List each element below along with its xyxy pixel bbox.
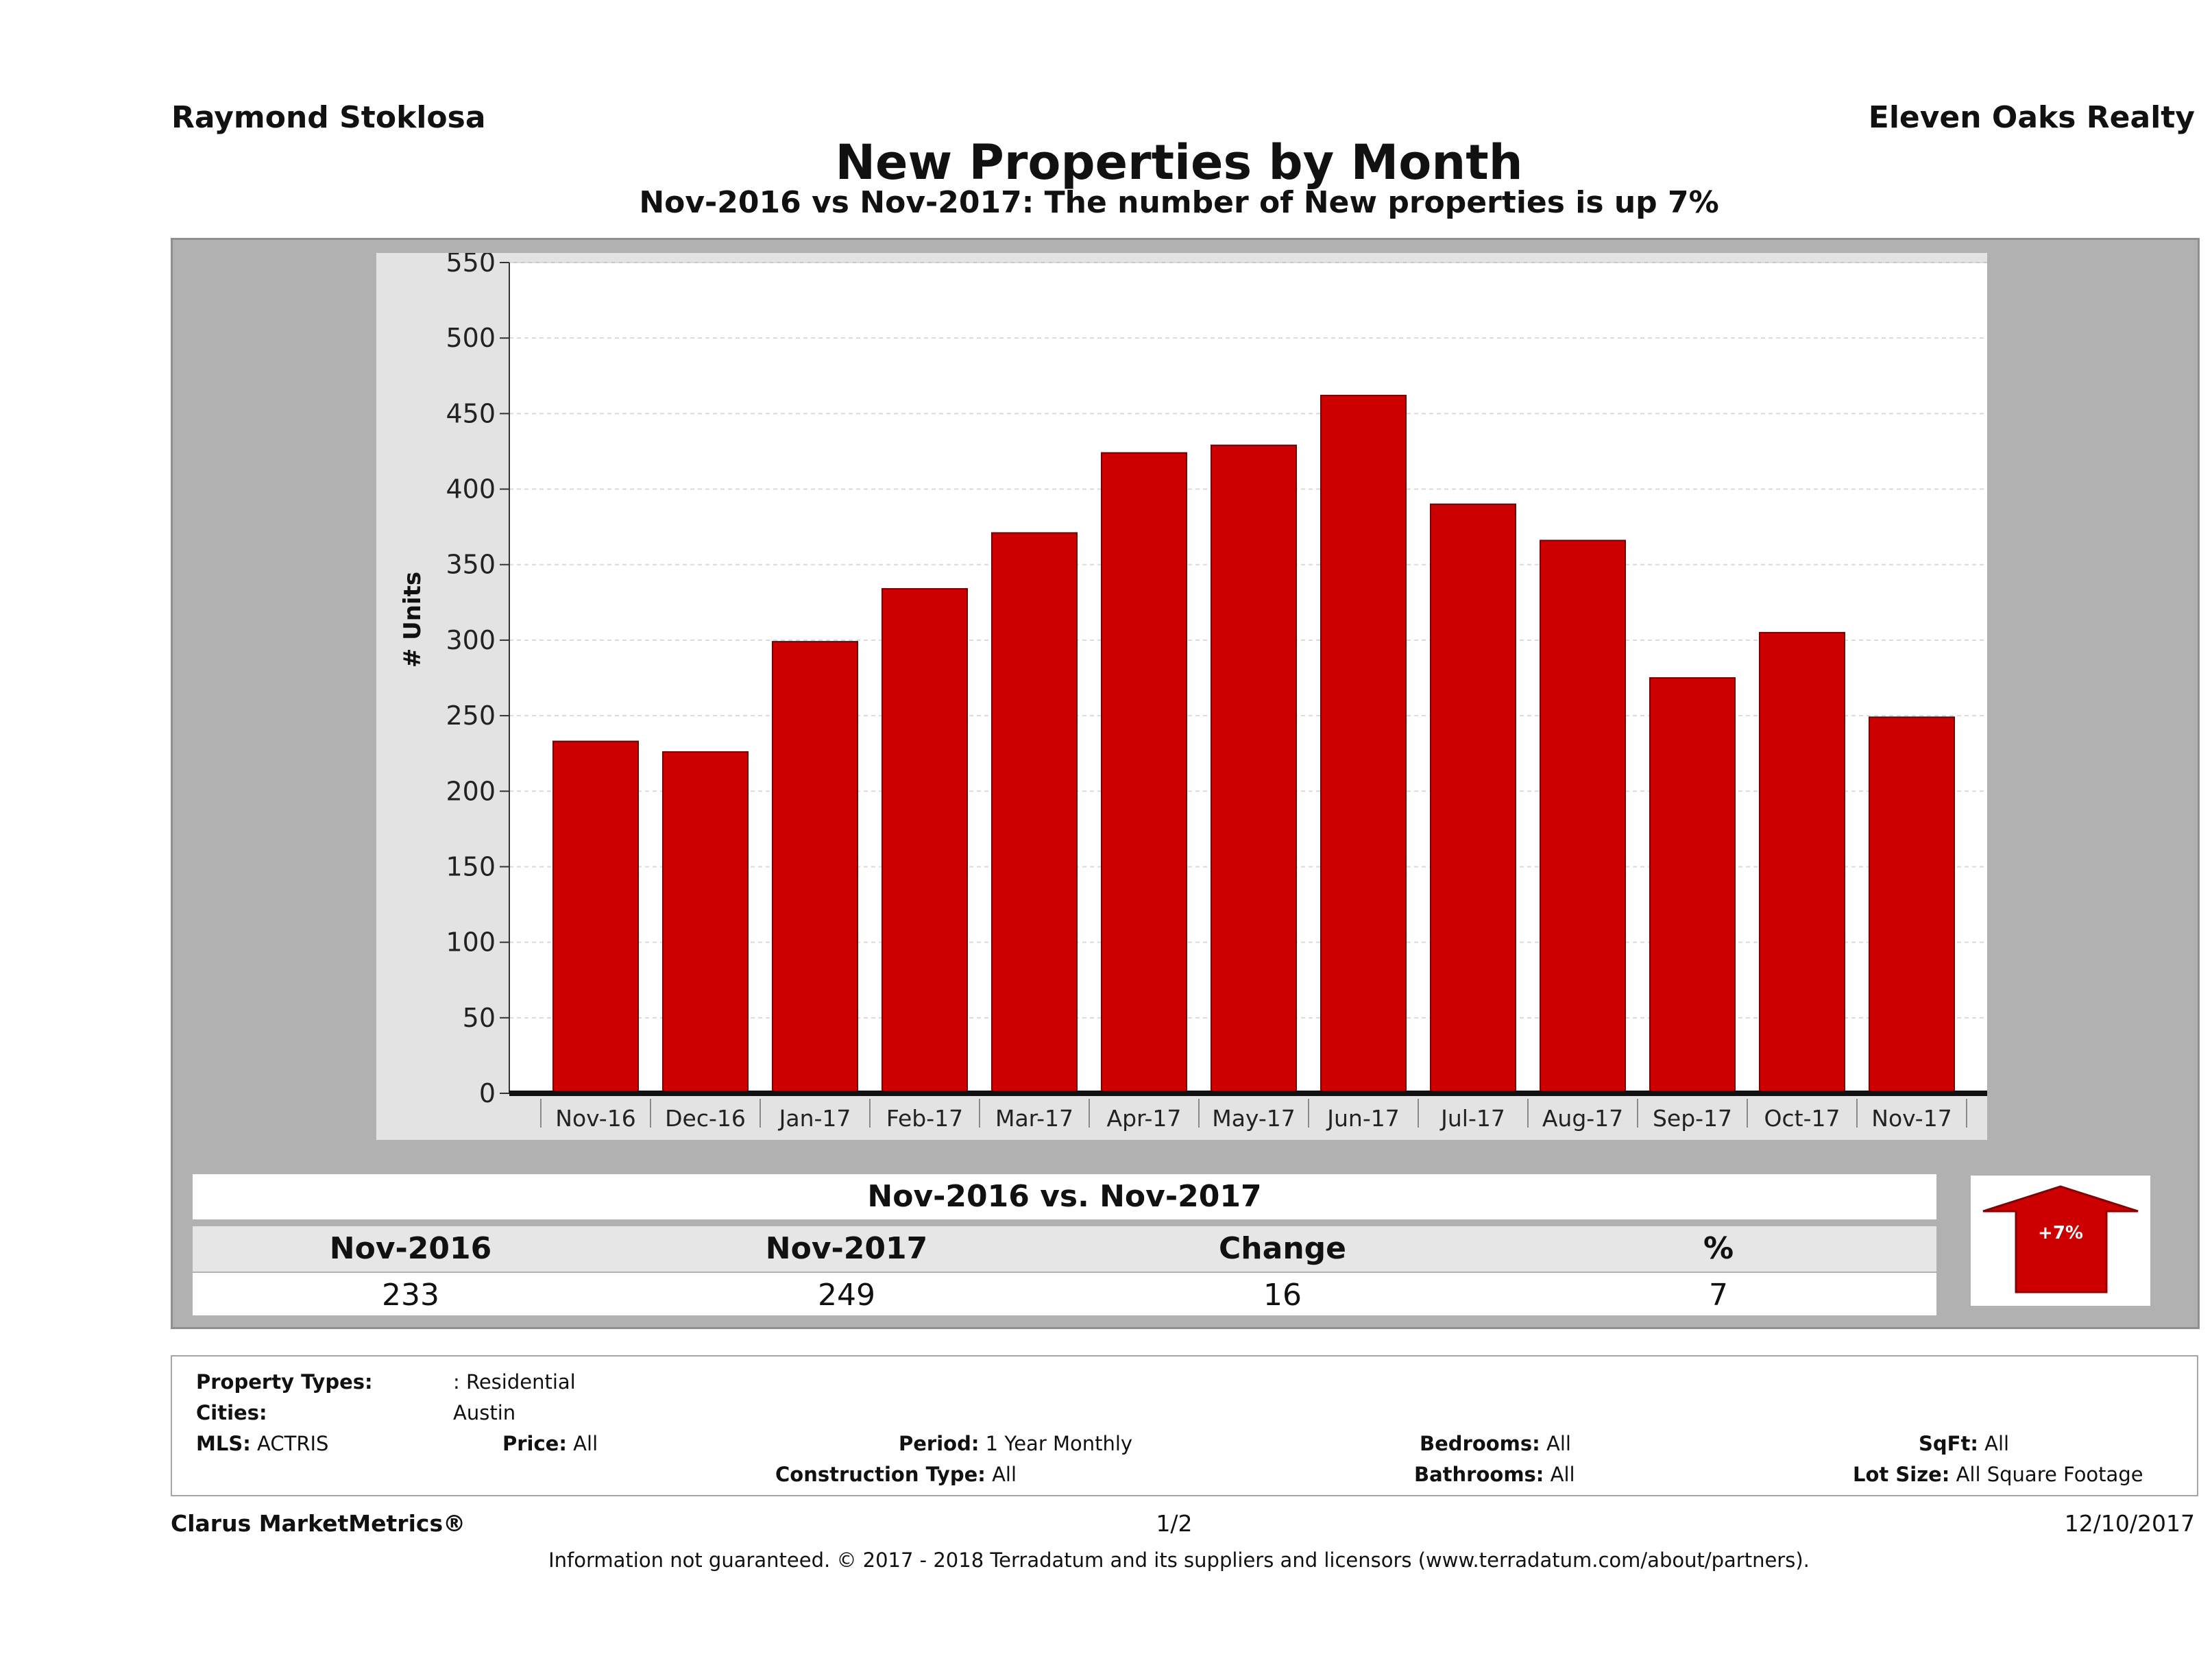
up-arrow-icon: +7% [1982,1185,2139,1293]
up-arrow-shape [1982,1185,2139,1293]
sqft-label: SqFt: [1919,1432,1978,1455]
y-tick-label: 400 [446,474,496,504]
y-tick-label: 150 [446,851,496,881]
y-tick-label: 550 [446,253,496,278]
summary-header-nov-2016: Nov-2016 [329,1231,492,1266]
filter-criteria: Property Types: : Residential Cities: Au… [171,1355,2198,1496]
x-tick-label: Jul-17 [1439,1105,1505,1132]
bathrooms-value: All [1550,1463,1575,1486]
report-date: 12/10/2017 [2064,1510,2195,1537]
summary-value-nov-2016: 233 [382,1278,439,1313]
x-tick-label: Jun-17 [1326,1105,1399,1132]
mls-value: ACTRIS [257,1432,329,1455]
bar [991,532,1078,1094]
bar [1869,716,1955,1094]
construction-type-value: All [992,1463,1017,1486]
y-tick-label: 500 [446,323,496,353]
bar [662,751,749,1095]
summary-header-change: Change [1219,1231,1346,1266]
summary-value-percent: 7 [1709,1278,1728,1313]
bar [1211,444,1297,1094]
price-label: Price: [502,1432,567,1455]
y-tick-label: 350 [446,550,496,580]
change-badge-label: +7% [2038,1223,2083,1243]
bar [1759,631,1845,1094]
bedrooms-value: All [1546,1432,1571,1455]
bar [1320,394,1407,1095]
x-axis-line [509,1091,1987,1096]
bedrooms-label: Bedrooms: [1420,1432,1540,1455]
chart-subtitle: Nov-2016 vs Nov-2017: The number of New … [639,185,1719,220]
disclaimer: Information not guaranteed. © 2017 - 201… [548,1548,1810,1572]
y-tick-label: 100 [446,927,496,958]
summary-title: Nov-2016 vs. Nov-2017 [193,1174,1936,1219]
sqft-value: All [1984,1432,2010,1455]
property-types-label: Property Types: [196,1370,373,1394]
bar [1540,539,1626,1094]
lot-size-label: Lot Size: [1853,1463,1950,1486]
x-tick-label: Nov-17 [1871,1105,1952,1132]
bar [1430,503,1516,1094]
bar [552,740,639,1094]
period-label: Period: [899,1432,980,1455]
summary-header-percent: % [1703,1231,1734,1266]
bar [1101,452,1187,1094]
y-tick-label: 300 [446,625,496,655]
y-tick-label: 50 [463,1003,496,1033]
cities-label: Cities: [196,1401,267,1424]
page-number: 1/2 [1156,1510,1193,1537]
summary-value-nov-2017: 249 [818,1278,875,1313]
x-tick-label: Dec-16 [665,1105,746,1132]
y-tick-label: 0 [479,1078,496,1108]
summary-header-row: Nov-2016 Nov-2017 Change % [193,1226,1936,1272]
cities-value: Austin [453,1401,516,1424]
agent-name: Raymond Stoklosa [171,100,486,135]
x-tick-label: Feb-17 [886,1105,963,1132]
summary-value-change: 16 [1263,1278,1302,1313]
x-tick-label: Jan-17 [778,1105,851,1132]
brokerage-name: Eleven Oaks Realty [1868,100,2195,135]
price-value: All [573,1432,598,1455]
bar [1649,677,1736,1094]
y-tick-label: 250 [446,701,496,731]
x-tick-label: Oct-17 [1764,1105,1840,1132]
x-tick-label: Sep-17 [1653,1105,1732,1132]
bathrooms-label: Bathrooms: [1414,1463,1544,1486]
y-tick-label: 200 [446,776,496,806]
bar-chart: 0 50 100 150 200 250 300 350 400 450 500 550 # Units… [399,253,1987,1132]
change-indicator: +7% [1971,1176,2150,1306]
summary-header-nov-2017: Nov-2017 [765,1231,928,1266]
y-tick-label: 450 [446,398,496,428]
y-axis-label: # Units [399,572,426,668]
x-tick-label: Aug-17 [1542,1105,1623,1132]
x-tick-label: Apr-17 [1107,1105,1182,1132]
x-tick-label: Mar-17 [995,1105,1073,1132]
chart-title: New Properties by Month [835,134,1523,191]
construction-type-label: Construction Type: [775,1463,986,1486]
x-tick-label: May-17 [1212,1105,1296,1132]
period-value: 1 Year Monthly [985,1432,1133,1455]
x-tick-label: Nov-16 [555,1105,635,1132]
summary-values-row: 233 249 16 7 [193,1273,1936,1315]
property-types-value: : Residential [453,1370,576,1394]
mls-label: MLS: [196,1432,251,1455]
bar [882,587,968,1094]
bar [772,641,858,1094]
product-name: Clarus MarketMetrics® [171,1510,466,1537]
lot-size-value: All Square Footage [1956,1463,2143,1486]
